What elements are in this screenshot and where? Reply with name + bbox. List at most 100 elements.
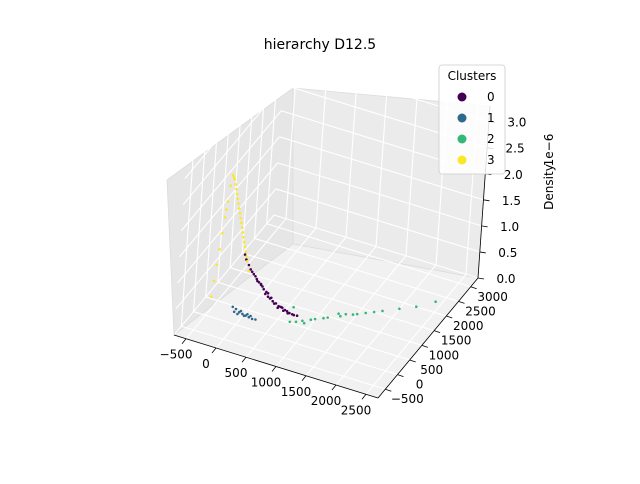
scatter-point-cluster-2 [294, 320, 298, 324]
z-gridline [273, 214, 479, 279]
scatter-point-cluster-0 [252, 272, 256, 276]
scatter-point-cluster-1 [247, 315, 251, 319]
x-gridline [365, 273, 467, 395]
z-gridline [279, 136, 484, 201]
x-tick [361, 394, 367, 400]
scatter-point-cluster-2 [292, 305, 295, 309]
scatter-point-cluster-3 [235, 187, 238, 191]
scatter-point-cluster-0 [256, 279, 259, 283]
z-gridline [275, 188, 480, 253]
scatter-point-cluster-0 [285, 310, 289, 313]
y-tick-label: 3000 [477, 290, 508, 304]
scatter-point-cluster-0 [295, 314, 299, 318]
y-tick [470, 286, 477, 290]
z-tick-label: 2.0 [504, 168, 523, 182]
z-gridline [179, 136, 280, 258]
x-gridline [335, 264, 437, 386]
scatter-point-cluster-3 [234, 183, 237, 186]
y-gridline [254, 237, 459, 302]
scatter-point-cluster-1 [234, 307, 238, 311]
scatter-points [209, 173, 437, 325]
scatter-point-cluster-2 [322, 316, 325, 320]
x-gridline [185, 218, 287, 340]
x-gridline [405, 83, 419, 256]
y-tick [385, 388, 392, 392]
y-gridline [217, 281, 423, 346]
y-tick [421, 344, 429, 348]
scatter-point-cluster-2 [326, 316, 330, 319]
grid-lines [173, 46, 490, 395]
legend-marker [457, 113, 467, 123]
y-tick-label: −500 [391, 392, 424, 406]
scatter-point-cluster-3 [242, 236, 245, 239]
legend-label: 0 [487, 90, 495, 104]
x-gridline [215, 227, 317, 349]
y-tick-label: 500 [420, 363, 443, 377]
scatter-point-cluster-2 [415, 305, 418, 309]
x-tick-label: 0 [202, 357, 210, 371]
y-gridline [205, 124, 219, 297]
z-tick-label: 2.5 [506, 142, 525, 156]
y-gridline [229, 267, 435, 332]
x-tick [181, 338, 187, 344]
scatter-point-cluster-3 [218, 247, 221, 251]
scatter-point-cluster-3 [239, 216, 242, 220]
scatter-point-cluster-3 [247, 269, 250, 273]
legend-title: Clusters [448, 69, 497, 83]
x-tick-label: 1000 [251, 376, 282, 390]
y-tick [446, 315, 453, 319]
scatter-point-cluster-3 [244, 250, 248, 253]
scatter-point-cluster-2 [288, 320, 292, 324]
z-gridline [175, 188, 277, 310]
z-tick-label: 0.0 [496, 272, 515, 286]
scatter-point-cluster-2 [337, 312, 340, 316]
z-tick [483, 199, 490, 202]
scatter-point-cluster-3 [223, 216, 227, 219]
scatter-point-cluster-0 [254, 275, 257, 278]
scatter-point-cluster-2 [355, 312, 359, 316]
scatter-point-cluster-0 [266, 292, 270, 295]
z-tick-label: 1.5 [502, 194, 521, 208]
scatter-point-cluster-3 [225, 208, 228, 211]
scatter-point-cluster-1 [246, 313, 249, 316]
scatter-point-cluster-3 [209, 295, 213, 299]
chart-title: hierarchy D12.5 [264, 37, 376, 53]
scatter-point-cluster-3 [236, 197, 240, 201]
scatter-point-cluster-1 [232, 310, 236, 314]
x-tick [301, 375, 307, 382]
y-tick [433, 330, 441, 334]
scatter-point-cluster-2 [351, 313, 355, 316]
scatter-point-cluster-1 [250, 317, 254, 321]
y-tick-label: 1000 [429, 348, 460, 362]
scatter-point-cluster-0 [279, 305, 283, 309]
scatter-point-cluster-3 [232, 176, 236, 179]
z-gridline [173, 214, 275, 336]
scatter-point-cluster-0 [266, 295, 270, 299]
legend-entries: 0 1 2 3 [457, 90, 495, 167]
scatter-point-cluster-0 [277, 304, 280, 308]
z-tick-label: 3.0 [507, 116, 526, 130]
y-gridline [253, 66, 268, 239]
scatter-point-cluster-3 [233, 178, 237, 181]
scatter-point-cluster-1 [241, 312, 244, 316]
scatter-point-cluster-3 [245, 260, 249, 263]
scatter-point-cluster-3 [238, 207, 241, 210]
x-tick-label: −500 [160, 348, 193, 362]
scatter-point-cluster-3 [245, 255, 248, 258]
scatter-point-cluster-0 [288, 311, 291, 315]
y-gridline [266, 51, 280, 224]
z-gridline [184, 58, 286, 179]
scatter-point-cluster-3 [231, 173, 235, 177]
scatter-point-cluster-3 [221, 232, 224, 235]
y-tick [397, 374, 404, 377]
y-tick-label: 2500 [465, 304, 496, 318]
scatter-point-cluster-1 [237, 310, 241, 314]
y-gridline [192, 139, 207, 312]
y-tick-label: 1500 [441, 334, 472, 348]
x-gridline [345, 65, 359, 238]
legend-marker [457, 134, 467, 144]
y-gridline [242, 252, 447, 317]
